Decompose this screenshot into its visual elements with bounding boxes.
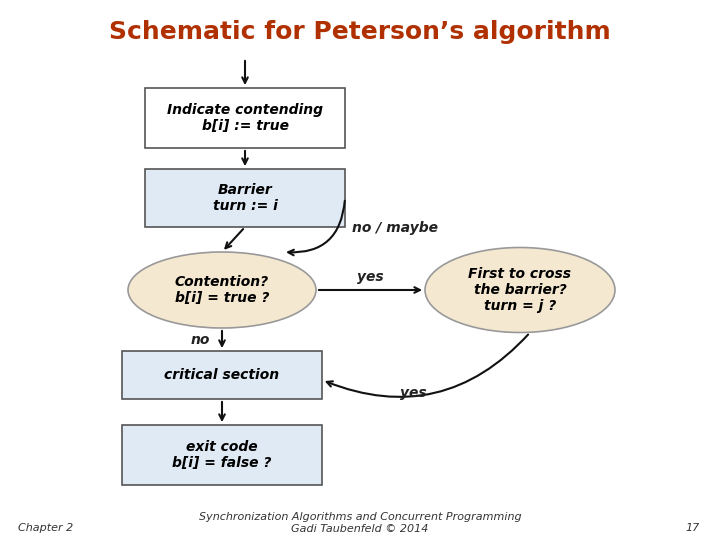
FancyBboxPatch shape (122, 351, 322, 399)
Text: yes: yes (357, 270, 384, 284)
Text: Contention?
b[i] = true ?: Contention? b[i] = true ? (175, 275, 269, 305)
Text: no: no (191, 333, 210, 347)
Text: yes: yes (400, 386, 427, 400)
Text: no / maybe: no / maybe (352, 221, 438, 235)
Text: Indicate contending
b[i] := true: Indicate contending b[i] := true (167, 103, 323, 133)
Text: Schematic for Peterson’s algorithm: Schematic for Peterson’s algorithm (109, 20, 611, 44)
Text: exit code
b[i] = false ?: exit code b[i] = false ? (172, 440, 271, 470)
Text: 17: 17 (685, 523, 700, 533)
Text: Barrier
turn := i: Barrier turn := i (212, 183, 277, 213)
Text: First to cross
the barrier?
turn = j ?: First to cross the barrier? turn = j ? (469, 267, 572, 313)
Text: Chapter 2: Chapter 2 (18, 523, 73, 533)
FancyBboxPatch shape (145, 88, 345, 148)
Text: critical section: critical section (164, 368, 279, 382)
FancyBboxPatch shape (145, 169, 345, 227)
Text: Synchronization Algorithms and Concurrent Programming
Gadi Taubenfeld © 2014: Synchronization Algorithms and Concurren… (199, 512, 521, 534)
Ellipse shape (425, 247, 615, 333)
FancyBboxPatch shape (122, 425, 322, 485)
Ellipse shape (128, 252, 316, 328)
